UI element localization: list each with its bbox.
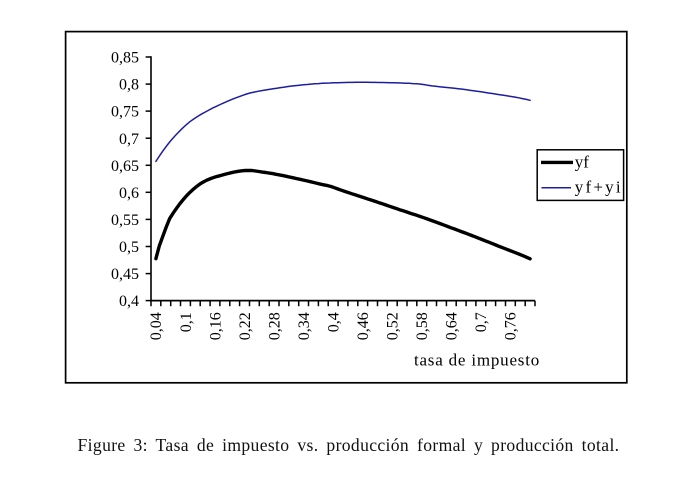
svg-text:0,55: 0,55 (111, 212, 139, 229)
svg-text:0,58: 0,58 (414, 312, 431, 340)
svg-text:0,65: 0,65 (111, 158, 139, 175)
svg-text:0,75: 0,75 (111, 104, 139, 121)
svg-text:0,1: 0,1 (178, 312, 195, 332)
svg-text:0,46: 0,46 (355, 312, 372, 340)
svg-text:0,22: 0,22 (237, 312, 254, 340)
svg-text:yf: yf (575, 152, 590, 171)
svg-text:0,76: 0,76 (503, 312, 520, 340)
svg-text:0,4: 0,4 (326, 312, 343, 332)
svg-text:0,04: 0,04 (148, 312, 165, 340)
svg-text:0,34: 0,34 (296, 312, 313, 340)
svg-text:0,85: 0,85 (111, 50, 139, 67)
svg-text:0,64: 0,64 (444, 312, 461, 340)
svg-text:tasa de impuesto: tasa de impuesto (414, 351, 540, 370)
svg-text:0,6: 0,6 (119, 185, 139, 202)
svg-text:0,52: 0,52 (385, 312, 402, 340)
svg-text:0,7: 0,7 (473, 312, 490, 332)
svg-text:0,8: 0,8 (119, 77, 139, 94)
svg-text:0,4: 0,4 (119, 293, 139, 310)
svg-text:0,7: 0,7 (119, 131, 139, 148)
svg-text:0,28: 0,28 (266, 312, 283, 340)
svg-text:0,5: 0,5 (119, 239, 139, 256)
svg-text:0,16: 0,16 (207, 312, 224, 340)
svg-text:yf+yi: yf+yi (575, 178, 623, 197)
svg-text:0,45: 0,45 (111, 266, 139, 283)
